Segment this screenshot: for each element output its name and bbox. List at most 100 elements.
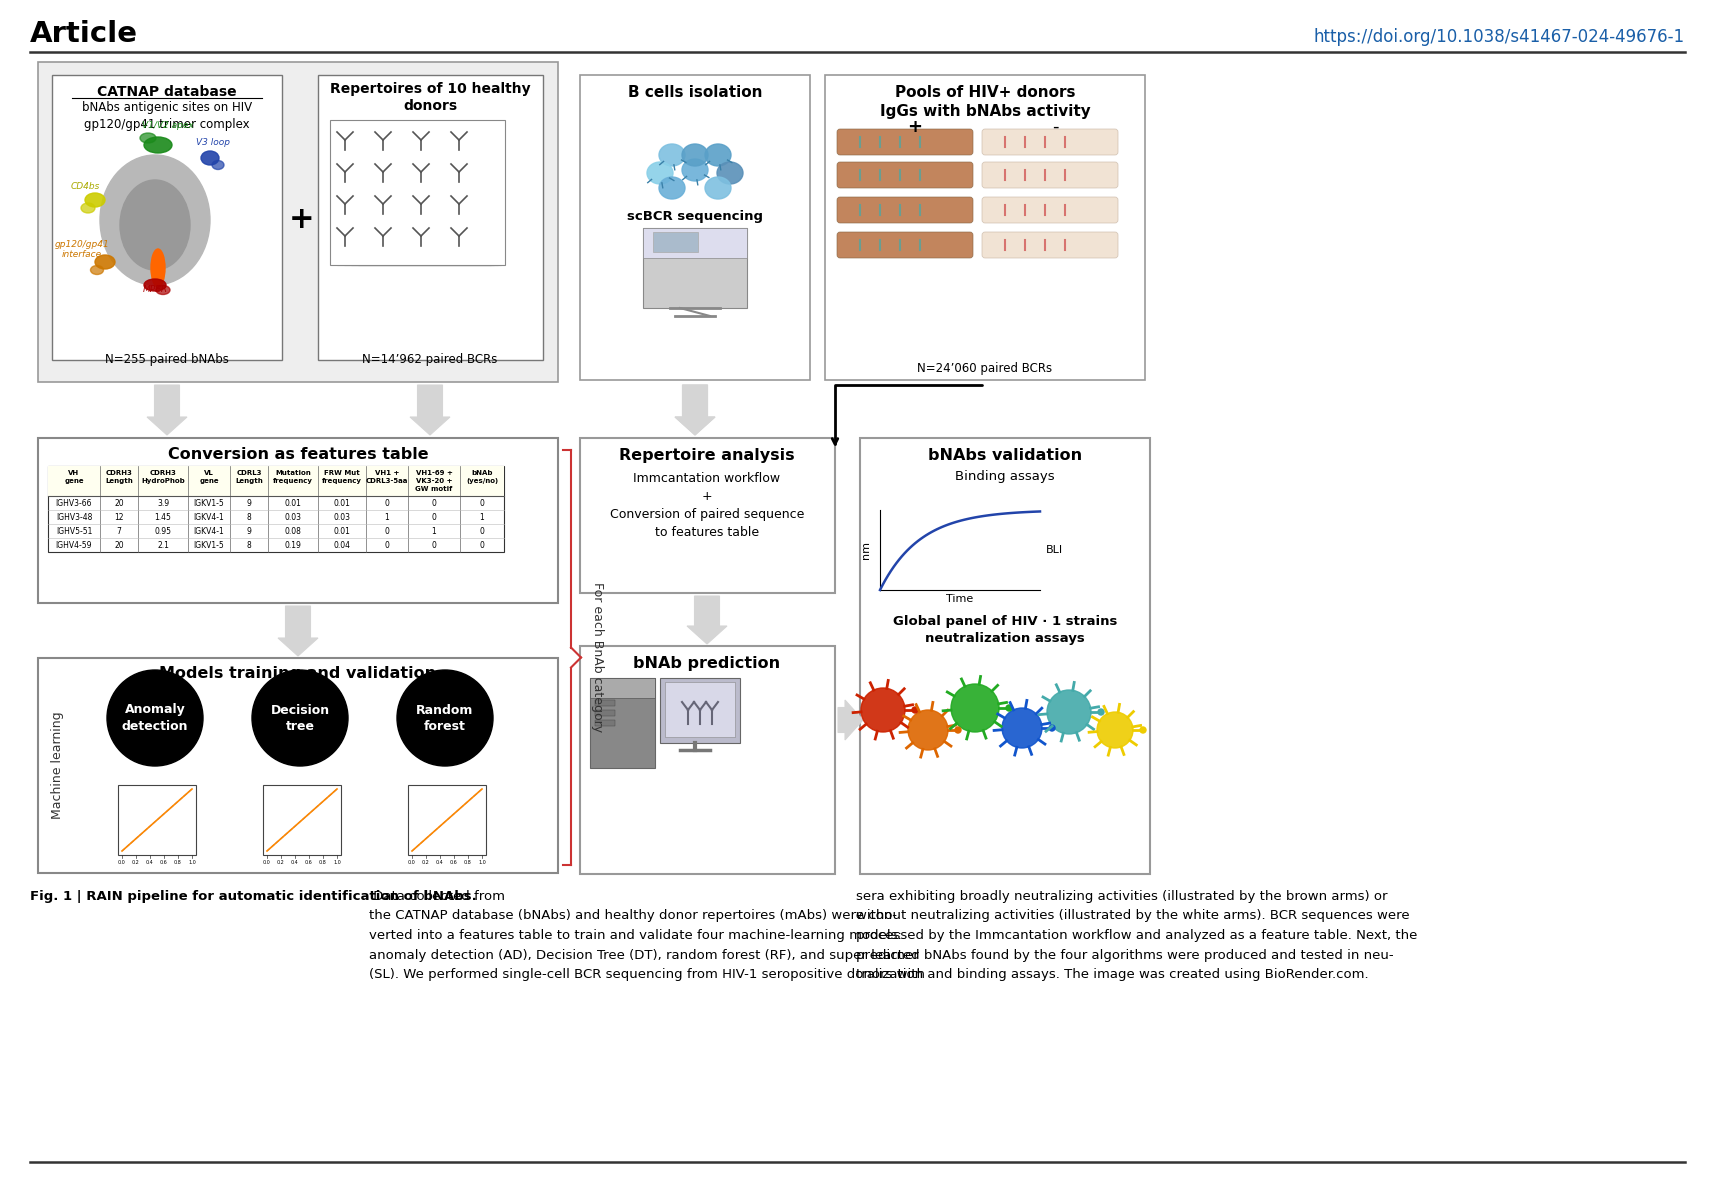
Text: IGKV4-1: IGKV4-1 [193, 527, 224, 535]
Text: Fig. 1 | RAIN pipeline for automatic identification of bNAbs.: Fig. 1 | RAIN pipeline for automatic ide… [31, 890, 476, 903]
Text: 1: 1 [431, 527, 437, 535]
Text: 0.8: 0.8 [318, 860, 327, 866]
Text: Binding assays: Binding assays [955, 470, 1055, 483]
Text: Decision
tree: Decision tree [270, 703, 330, 733]
Text: CDRH3: CDRH3 [149, 470, 176, 476]
FancyBboxPatch shape [837, 162, 972, 188]
Bar [407, 785, 486, 855]
FancyBboxPatch shape [983, 232, 1118, 258]
Text: BLI: BLI [1046, 545, 1063, 555]
Circle shape [955, 727, 960, 733]
Ellipse shape [94, 255, 115, 269]
Text: 0.6: 0.6 [305, 860, 313, 866]
Text: 20: 20 [115, 541, 123, 549]
Text: 0.03: 0.03 [334, 513, 351, 521]
Text: Mutation: Mutation [276, 470, 312, 476]
Text: Pools of HIV+ donors
IgGs with bNAbs activity: Pools of HIV+ donors IgGs with bNAbs act… [880, 85, 1091, 118]
Text: 8: 8 [247, 541, 252, 549]
Bar [358, 148, 491, 265]
Ellipse shape [717, 162, 743, 184]
Text: 0.01: 0.01 [334, 527, 351, 535]
Text: Models training and validation: Models training and validation [159, 665, 437, 681]
Text: 0.01: 0.01 [284, 498, 301, 508]
Bar [344, 134, 498, 265]
Ellipse shape [151, 249, 164, 287]
Text: 0.8: 0.8 [175, 860, 181, 866]
Text: 1.0: 1.0 [334, 860, 341, 866]
Text: frequency: frequency [272, 478, 313, 484]
Text: 1: 1 [479, 513, 484, 521]
Text: CDRL3: CDRL3 [236, 470, 262, 476]
FancyBboxPatch shape [859, 438, 1150, 874]
Text: IGKV1-5: IGKV1-5 [193, 541, 224, 549]
Ellipse shape [144, 137, 171, 153]
Circle shape [106, 670, 204, 766]
Ellipse shape [120, 180, 190, 270]
Text: 0.0: 0.0 [407, 860, 416, 866]
Text: 2.1: 2.1 [158, 541, 169, 549]
Bar [644, 229, 746, 258]
FancyArrow shape [147, 385, 187, 435]
Bar [596, 700, 615, 706]
Text: Global panel of HIV · 1 strains
neutralization assays: Global panel of HIV · 1 strains neutrali… [894, 614, 1118, 645]
Ellipse shape [705, 176, 731, 199]
Ellipse shape [212, 161, 224, 169]
Text: gp120/gp41
interface: gp120/gp41 interface [55, 240, 110, 259]
Text: Time: Time [947, 594, 974, 604]
Text: 12: 12 [115, 513, 123, 521]
Text: IGHV4-59: IGHV4-59 [56, 541, 92, 549]
Text: 1: 1 [385, 513, 389, 521]
Text: GW motif: GW motif [416, 485, 452, 493]
Text: Length: Length [235, 478, 264, 484]
Text: Article: Article [31, 20, 139, 49]
Text: IGHV3-66: IGHV3-66 [56, 498, 92, 508]
Circle shape [1048, 690, 1091, 734]
Circle shape [1097, 709, 1104, 715]
Circle shape [1049, 725, 1055, 731]
Text: VK3-20 +: VK3-20 + [416, 478, 452, 484]
FancyBboxPatch shape [38, 438, 558, 603]
Text: V1/V2 apex: V1/V2 apex [142, 121, 193, 130]
Ellipse shape [140, 133, 156, 143]
Bar [48, 466, 503, 496]
Text: 0: 0 [385, 527, 389, 535]
Text: nm: nm [861, 541, 871, 559]
FancyBboxPatch shape [38, 62, 558, 382]
FancyArrow shape [675, 385, 716, 435]
Text: 9: 9 [247, 527, 252, 535]
Text: 1.45: 1.45 [154, 513, 171, 521]
Circle shape [950, 684, 1000, 732]
Text: 0.4: 0.4 [291, 860, 300, 866]
FancyArrow shape [687, 596, 728, 644]
Text: VH1 +: VH1 + [375, 470, 399, 476]
Circle shape [1002, 708, 1043, 748]
FancyBboxPatch shape [983, 162, 1118, 188]
Ellipse shape [80, 202, 94, 213]
Text: 0.6: 0.6 [161, 860, 168, 866]
FancyBboxPatch shape [825, 75, 1145, 380]
Text: 9: 9 [247, 498, 252, 508]
Text: 0.0: 0.0 [264, 860, 270, 866]
Text: VL: VL [204, 470, 214, 476]
Text: HydroPhob: HydroPhob [140, 478, 185, 484]
Bar [351, 141, 495, 265]
FancyBboxPatch shape [983, 129, 1118, 155]
Text: +: + [907, 118, 923, 136]
Text: 1.0: 1.0 [478, 860, 486, 866]
Text: 0.03: 0.03 [284, 513, 301, 521]
Ellipse shape [200, 152, 219, 165]
Text: 0.08: 0.08 [284, 527, 301, 535]
Text: 0: 0 [385, 498, 389, 508]
Text: V3 loop: V3 loop [195, 139, 229, 147]
Ellipse shape [705, 144, 731, 166]
Text: 0.6: 0.6 [450, 860, 457, 866]
Circle shape [907, 710, 948, 749]
Text: -: - [1051, 118, 1058, 136]
Text: 0.2: 0.2 [277, 860, 284, 866]
FancyArrow shape [277, 606, 318, 656]
Text: gene: gene [199, 478, 219, 484]
Circle shape [1007, 704, 1012, 712]
Bar [591, 678, 656, 768]
Text: N=14’962 paired BCRs: N=14’962 paired BCRs [363, 353, 498, 366]
Circle shape [861, 688, 906, 732]
